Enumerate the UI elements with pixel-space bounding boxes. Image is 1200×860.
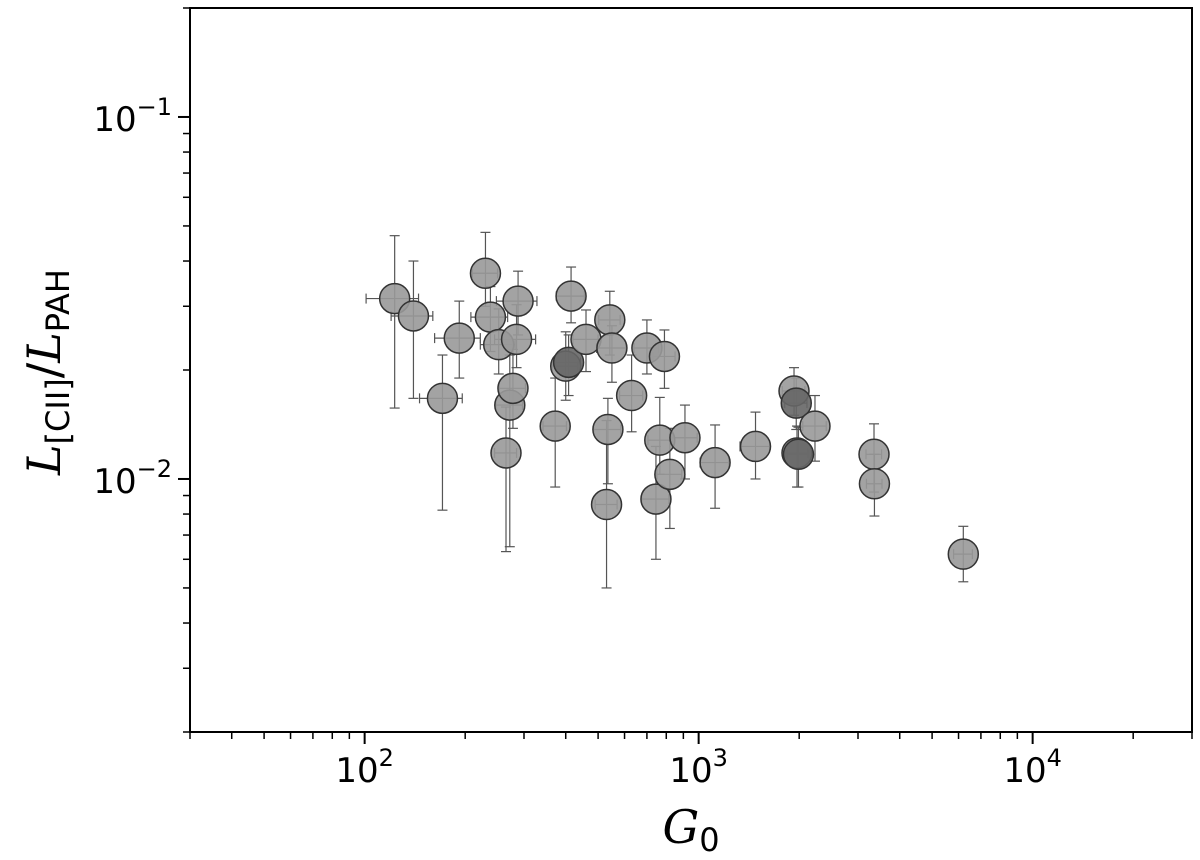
x-axis-label: G0 bbox=[662, 800, 719, 859]
x-tick-label-exp: 3 bbox=[713, 744, 728, 772]
x-tick-label-base: 10 bbox=[1003, 751, 1046, 791]
x-tick-label-base: 10 bbox=[335, 751, 378, 791]
data-point bbox=[594, 304, 626, 336]
data-point bbox=[539, 410, 571, 442]
data-point bbox=[590, 488, 623, 521]
y-tick-label-exp: −1 bbox=[137, 93, 172, 121]
data-point bbox=[615, 379, 648, 412]
data-point bbox=[669, 421, 701, 454]
data-point bbox=[397, 300, 430, 332]
data-point bbox=[497, 372, 529, 405]
data-point bbox=[799, 410, 831, 442]
y-axis-label-main-2: L bbox=[17, 332, 71, 364]
y-tick-label: 10−1 bbox=[93, 93, 172, 140]
data-point bbox=[443, 322, 476, 354]
data-point bbox=[648, 340, 681, 373]
data-point bbox=[490, 437, 522, 469]
y-axis-label-sub-2: PAH bbox=[39, 269, 77, 332]
y-axis-label: L[CII]/LPAH bbox=[17, 269, 77, 476]
data-point bbox=[858, 438, 890, 471]
data-point bbox=[426, 382, 459, 415]
data-point bbox=[699, 446, 731, 479]
data-point bbox=[640, 483, 672, 515]
data-point bbox=[592, 413, 624, 446]
data-point bbox=[474, 301, 507, 333]
x-tick-label-exp: 2 bbox=[379, 744, 394, 772]
x-tick-label: 103 bbox=[669, 744, 728, 791]
data-point bbox=[858, 468, 891, 500]
data-point bbox=[555, 280, 587, 312]
x-tick-label: 102 bbox=[335, 744, 394, 791]
errorbar-layer bbox=[365, 231, 973, 589]
data-point bbox=[654, 458, 686, 491]
x-tick-label-exp: 4 bbox=[1047, 744, 1062, 772]
y-tick-label-exp: −2 bbox=[137, 455, 172, 483]
x-axis-label-main: G bbox=[662, 800, 699, 854]
x-axis-label-sub: 0 bbox=[699, 821, 719, 859]
data-point bbox=[596, 332, 628, 364]
y-axis-label-sub-1: [CII] bbox=[39, 378, 77, 444]
y-tick-label-base: 10 bbox=[93, 100, 136, 140]
data-point bbox=[947, 538, 980, 570]
marker-layer bbox=[378, 257, 980, 570]
data-point bbox=[469, 257, 502, 290]
x-tick-label-base: 10 bbox=[669, 751, 712, 791]
plot-frame bbox=[189, 7, 1193, 733]
y-axis-label-main-1: L bbox=[17, 444, 71, 476]
data-point bbox=[739, 430, 772, 463]
data-point bbox=[502, 285, 534, 317]
y-tick-label: 10−2 bbox=[93, 455, 172, 502]
y-tick-label-base: 10 bbox=[93, 462, 136, 502]
y-axis-label-sep: / bbox=[17, 362, 71, 378]
x-tick-label: 104 bbox=[1003, 744, 1062, 791]
data-point bbox=[552, 346, 585, 379]
data-point bbox=[780, 387, 813, 419]
data-point bbox=[782, 438, 815, 471]
data-point bbox=[500, 323, 533, 356]
